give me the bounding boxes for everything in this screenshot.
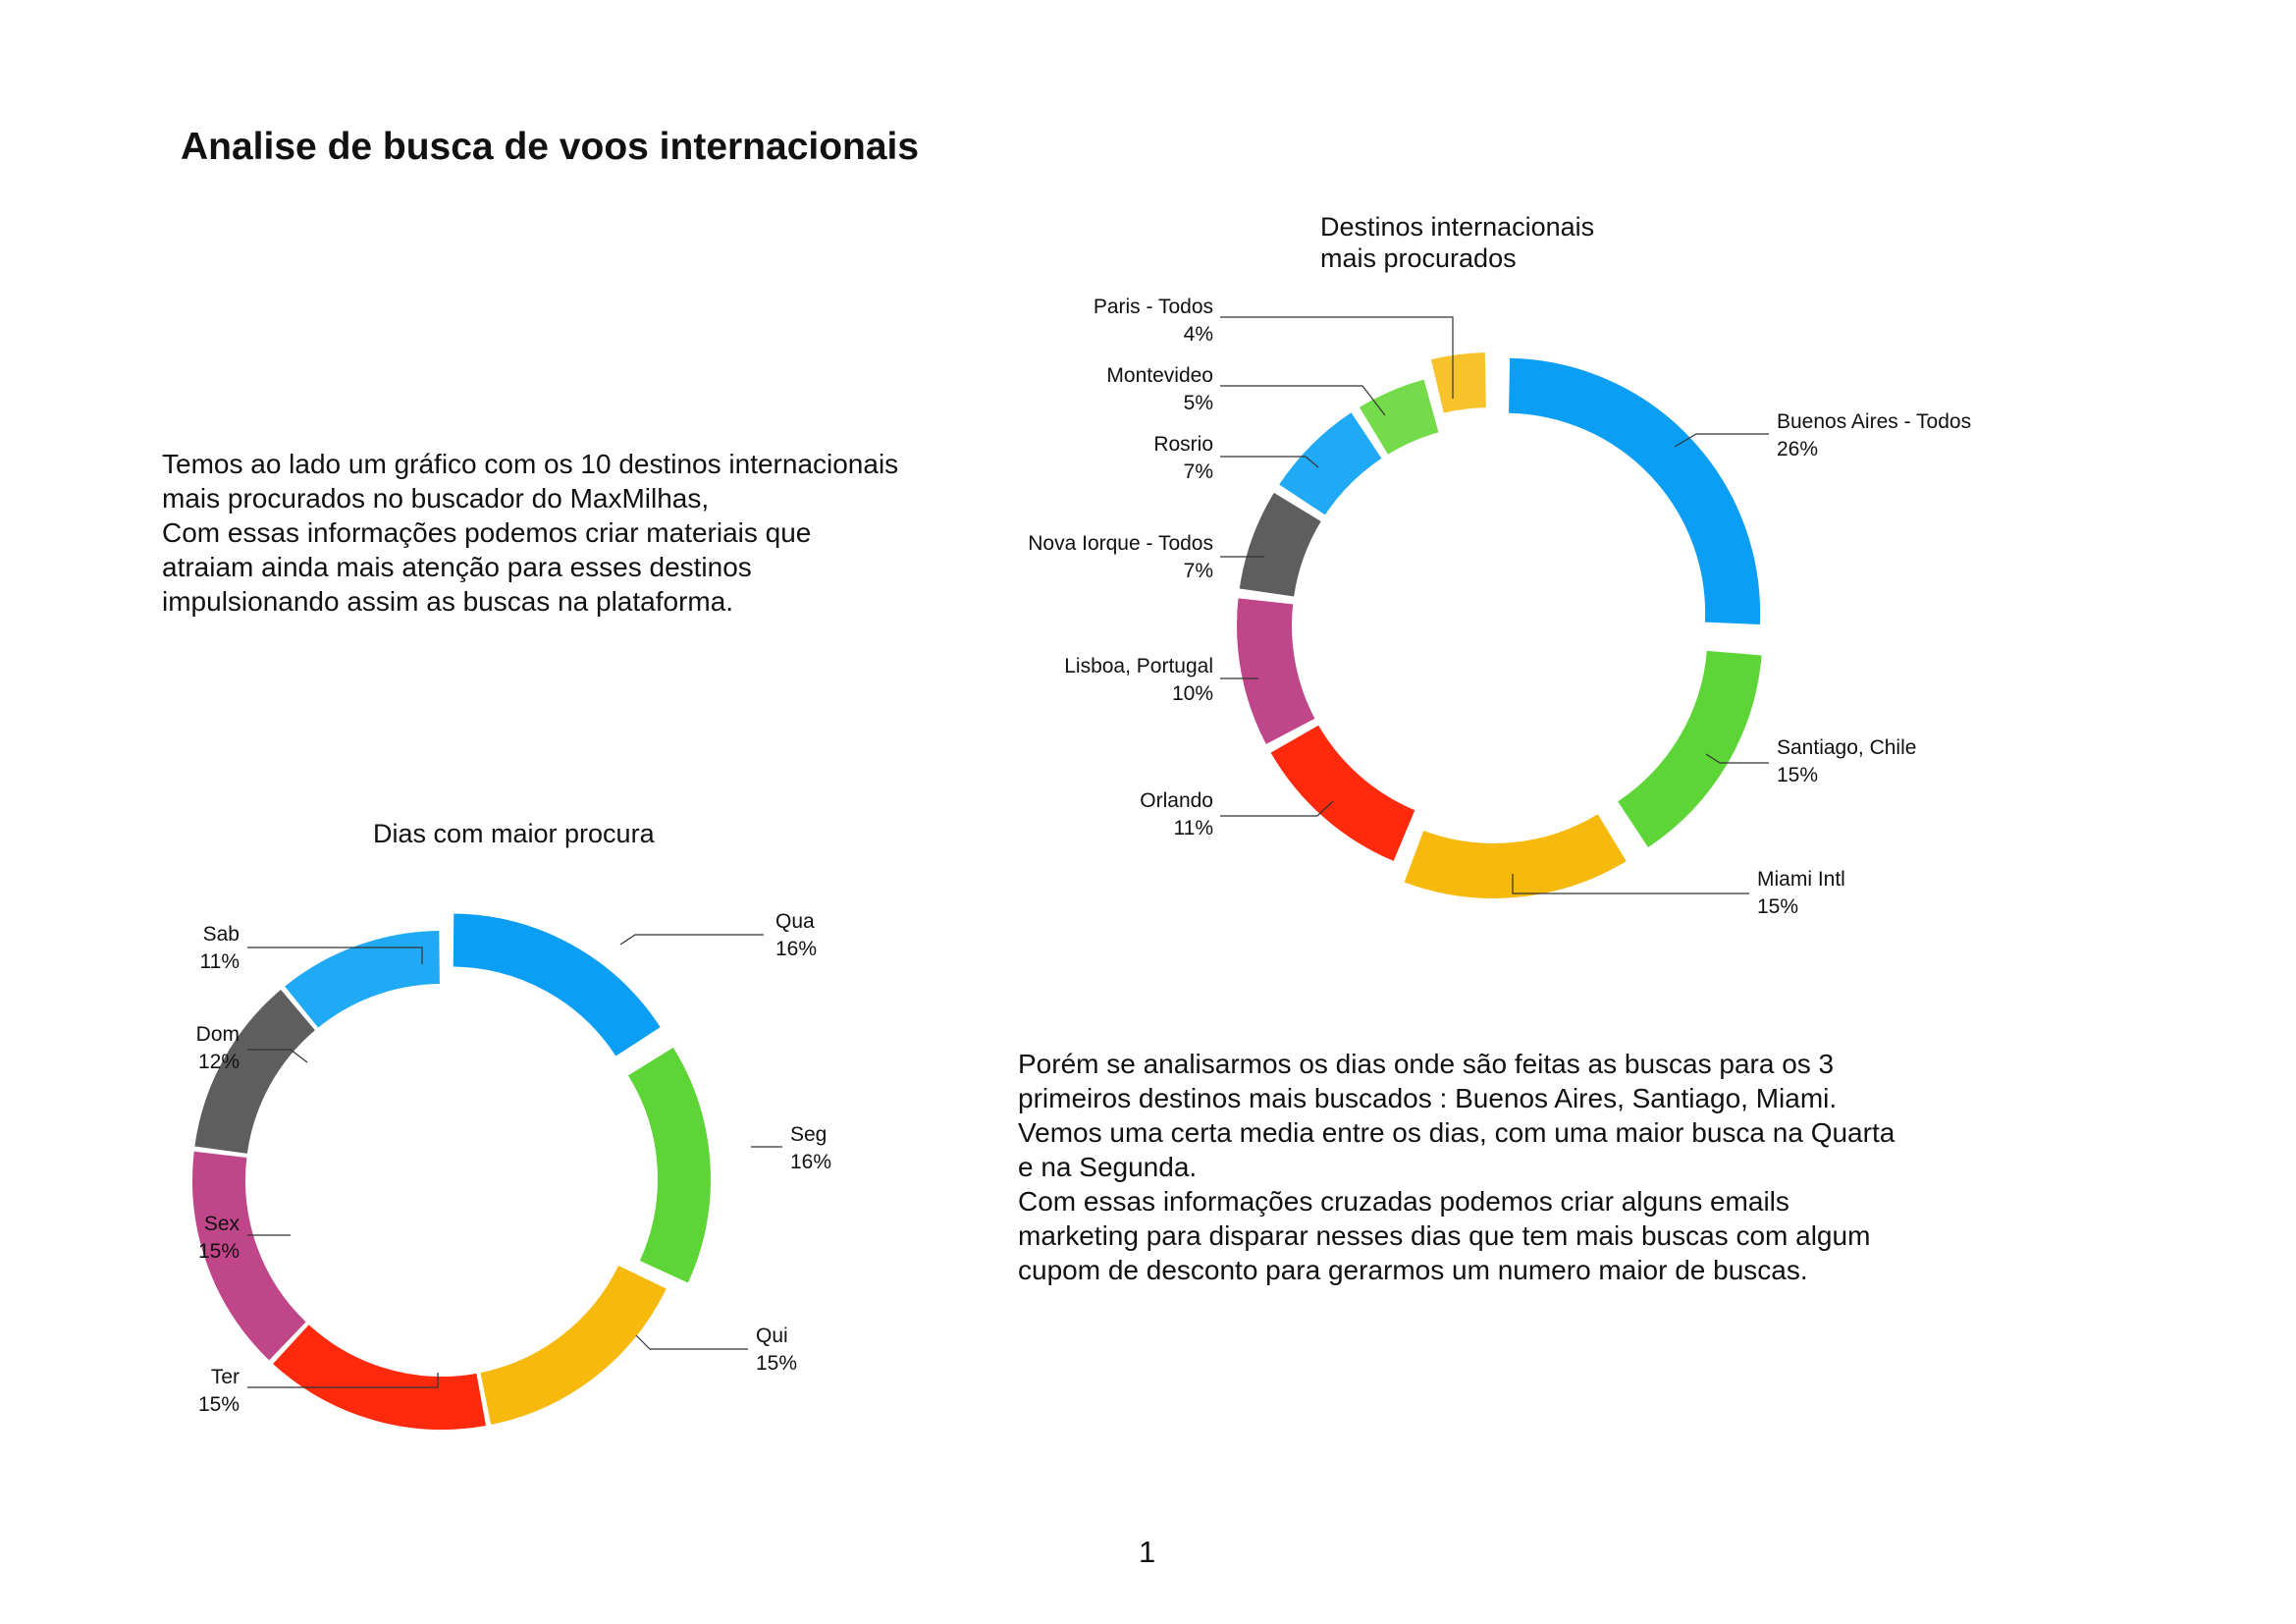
leader-line: [247, 947, 423, 964]
slice-label: Seg: [790, 1123, 827, 1146]
slice-label: Montevideo: [1106, 364, 1213, 387]
leader-line: [1220, 316, 1454, 399]
slice-label: Dom: [196, 1023, 240, 1046]
destinations-donut-chart: Buenos Aires - Todos 26% Santiago, Chile 15…: [1028, 296, 1971, 918]
slice-label: Sex: [204, 1213, 240, 1235]
slice-value-label: 11%: [200, 950, 240, 973]
slice-label: Santiago, Chile: [1777, 736, 1916, 759]
slice-value-label: 16%: [775, 938, 817, 960]
donut-slice-seg: [627, 1047, 711, 1283]
destinations-chart-title: Destinos internacionais mais procurados: [1320, 211, 1594, 274]
leader-line: [1705, 753, 1769, 764]
slice-label: Sab: [203, 923, 240, 946]
intro-line: Com essas informações podemos criar mate…: [162, 517, 812, 548]
slice-label: Orlando: [1140, 789, 1213, 812]
leader-line: [635, 1334, 748, 1350]
slice-value-label: 15%: [1757, 895, 1798, 918]
slice-label: Qui: [756, 1325, 788, 1347]
donut-slice-qua: [453, 913, 661, 1056]
analysis-line: primeiros destinos mais buscados : Bueno…: [1018, 1083, 1838, 1113]
days-donut-chart: Qua 16% Seg 16% Qui 15% Ter 15% Sex 15% Dom 12% Sab 1…: [192, 910, 831, 1430]
page-number: 1: [1139, 1535, 1156, 1569]
donut-slice-montevideo: [1359, 379, 1440, 455]
leader-line: [1220, 456, 1319, 468]
donut-slice-dom: [194, 990, 316, 1155]
chart-title-line: Dias com maior procura: [373, 819, 655, 848]
intro-line: atraiam ainda mais atenção para esses de…: [162, 552, 752, 582]
leader-line: [1220, 800, 1334, 817]
slice-value-label: 7%: [1184, 560, 1213, 582]
intro-line: Temos ao lado um gráfico com os 10 desti…: [162, 449, 899, 479]
slice-value-label: 15%: [756, 1352, 797, 1375]
slice-label: Paris - Todos: [1094, 296, 1213, 318]
slice-value-label: 15%: [198, 1393, 240, 1416]
intro-paragraph: Temos ao lado um gráfico com os 10 desti…: [162, 447, 898, 619]
donut-slice-buenos-aires-todos: [1508, 357, 1761, 624]
slice-label: Miami Intl: [1757, 868, 1845, 891]
chart-title-line: Destinos internacionais: [1320, 212, 1595, 242]
slice-label: Ter: [211, 1366, 240, 1388]
analysis-line: Com essas informações cruzadas podemos c…: [1018, 1186, 1789, 1217]
leader-line: [247, 1049, 308, 1063]
leader-line: [247, 1373, 439, 1388]
analysis-line: Porém se analisarmos os dias onde são fe…: [1018, 1049, 1835, 1079]
analysis-line: cupom de desconto para gerarmos um numer…: [1018, 1255, 1808, 1285]
leader-line: [1512, 874, 1749, 894]
slice-value-label: 15%: [1777, 764, 1818, 786]
donut-slice-nova-iorque-todos: [1239, 492, 1322, 598]
chart-title-line: mais procurados: [1320, 244, 1517, 273]
donut-slice-rosrio: [1279, 412, 1382, 515]
slice-label: Lisboa, Portugal: [1064, 655, 1213, 677]
slice-value-label: 10%: [1172, 682, 1213, 705]
slice-value-label: 7%: [1184, 460, 1213, 483]
days-chart-title: Dias com maior procura: [373, 818, 655, 849]
slice-label: Nova Iorque - Todos: [1028, 532, 1213, 555]
leader-line: [619, 934, 764, 946]
slice-label: Buenos Aires - Todos: [1777, 410, 1971, 433]
slice-value-label: 12%: [198, 1051, 240, 1073]
donut-slice-miami-intl: [1404, 813, 1627, 898]
donut-slice-sab: [285, 931, 441, 1028]
slice-label: Qua: [775, 910, 815, 933]
analysis-line: e na Segunda.: [1018, 1152, 1198, 1182]
donut-slice-qui: [480, 1265, 667, 1425]
analysis-paragraph: Porém se analisarmos os dias onde são fe…: [1018, 1047, 1895, 1287]
donut-slice-orlando: [1270, 725, 1415, 861]
slice-value-label: 15%: [198, 1240, 240, 1263]
slice-value-label: 16%: [790, 1151, 831, 1173]
intro-line: mais procurados no buscador do MaxMilhas…: [162, 483, 710, 514]
donut-slice-ter: [273, 1324, 486, 1430]
intro-line: impulsionando assim as buscas na platafo…: [162, 586, 734, 617]
slice-value-label: 4%: [1184, 323, 1213, 346]
leader-line: [1220, 385, 1386, 416]
slice-value-label: 11%: [1174, 817, 1213, 839]
donut-slice-paris-todos: [1430, 352, 1487, 413]
slice-value-label: 5%: [1184, 392, 1213, 414]
analysis-line: Vemos uma certa media entre os dias, com…: [1018, 1117, 1896, 1148]
leader-line: [1674, 433, 1769, 448]
donut-slice-lisboa-portugal: [1237, 598, 1315, 744]
donut-slice-sex: [192, 1151, 306, 1361]
slice-value-label: 26%: [1777, 438, 1818, 460]
analysis-line: marketing para disparar nesses dias que …: [1018, 1220, 1871, 1251]
donut-slice-santiago-chile: [1617, 650, 1762, 847]
page-title: Analise de busca de voos internacionais: [181, 126, 920, 168]
slice-label: Rosrio: [1153, 433, 1213, 456]
